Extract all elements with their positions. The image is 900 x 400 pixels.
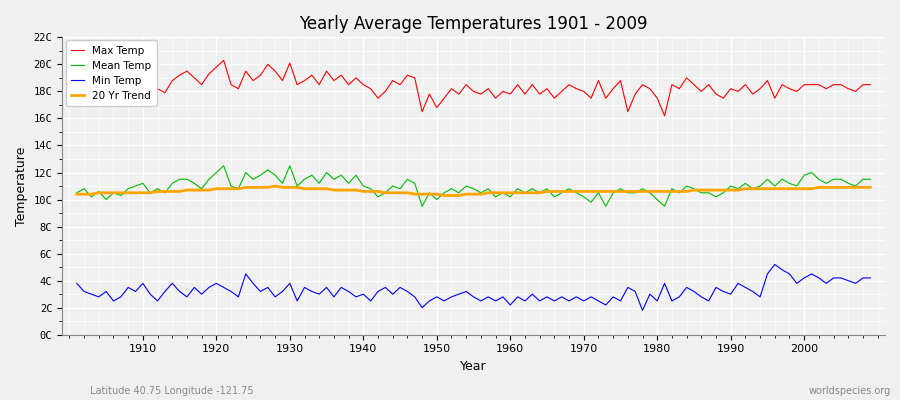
Max Temp: [71, 96, 82, 100]
Mean Temp: [299, 177, 310, 182]
Mean Temp: [519, 190, 530, 195]
Max Temp: [865, 82, 876, 87]
Mean Temp: [417, 204, 428, 209]
Mean Temp: [865, 177, 876, 182]
20 Yr Trend: [130, 190, 141, 195]
20 Yr Trend: [343, 188, 354, 192]
20 Yr Trend: [270, 184, 281, 188]
Text: worldspecies.org: worldspecies.org: [809, 386, 891, 396]
Title: Yearly Average Temperatures 1901 - 2009: Yearly Average Temperatures 1901 - 2009: [300, 15, 648, 33]
Legend: Max Temp, Mean Temp, Min Temp, 20 Yr Trend: Max Temp, Mean Temp, Min Temp, 20 Yr Tre…: [66, 40, 157, 106]
Min Temp: [593, 298, 604, 303]
20 Yr Trend: [438, 193, 449, 198]
Max Temp: [130, 89, 141, 94]
Min Temp: [71, 281, 82, 286]
Max Temp: [219, 58, 230, 63]
Mean Temp: [130, 184, 141, 188]
X-axis label: Year: Year: [460, 360, 487, 373]
Min Temp: [292, 298, 302, 303]
Max Temp: [343, 82, 354, 87]
Mean Temp: [512, 186, 523, 191]
20 Yr Trend: [519, 190, 530, 195]
20 Yr Trend: [608, 189, 618, 194]
Min Temp: [505, 302, 516, 307]
Max Temp: [600, 96, 611, 100]
Min Temp: [498, 294, 508, 299]
Max Temp: [299, 78, 310, 83]
Y-axis label: Temperature: Temperature: [15, 146, 28, 226]
Line: Max Temp: Max Temp: [76, 60, 870, 116]
20 Yr Trend: [299, 186, 310, 191]
20 Yr Trend: [71, 192, 82, 196]
Mean Temp: [608, 190, 618, 195]
Min Temp: [336, 285, 346, 290]
Mean Temp: [343, 181, 354, 186]
Max Temp: [659, 113, 670, 118]
Line: Mean Temp: Mean Temp: [76, 166, 870, 206]
Min Temp: [865, 276, 876, 280]
Max Temp: [512, 82, 523, 87]
Max Temp: [505, 92, 516, 96]
Line: 20 Yr Trend: 20 Yr Trend: [76, 186, 870, 196]
Text: Latitude 40.75 Longitude -121.75: Latitude 40.75 Longitude -121.75: [90, 386, 254, 396]
20 Yr Trend: [512, 190, 523, 195]
Mean Temp: [71, 190, 82, 195]
Min Temp: [130, 289, 141, 294]
20 Yr Trend: [865, 185, 876, 190]
Mean Temp: [219, 163, 230, 168]
Min Temp: [770, 262, 780, 267]
Min Temp: [637, 308, 648, 313]
Line: Min Temp: Min Temp: [76, 264, 870, 310]
